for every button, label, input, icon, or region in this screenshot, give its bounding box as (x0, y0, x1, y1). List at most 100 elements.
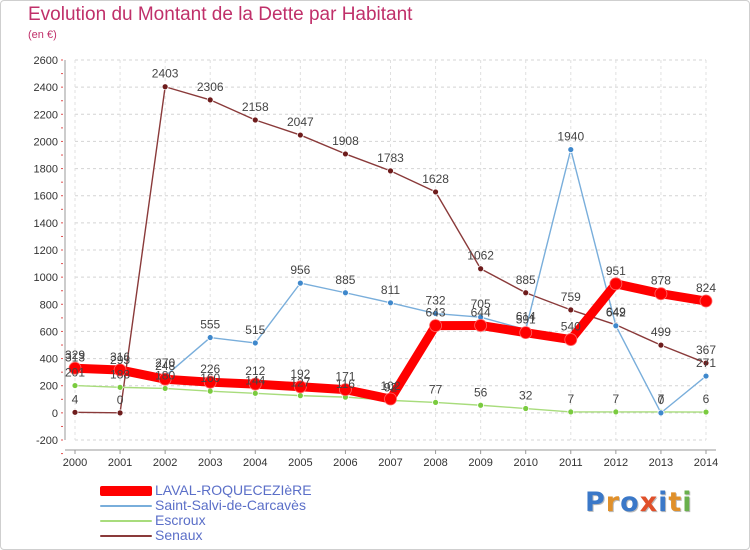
data-label: 885 (335, 273, 355, 287)
data-point (474, 319, 488, 332)
data-label: 32 (519, 389, 533, 403)
data-point (429, 319, 442, 332)
data-point (116, 409, 124, 417)
data-label: 759 (561, 290, 581, 304)
y-tick-label: 2200 (34, 109, 58, 121)
data-label: 1062 (467, 249, 494, 263)
data-label: 248 (155, 359, 175, 373)
data-point (657, 409, 665, 417)
data-label: 92 (384, 380, 398, 394)
data-point (203, 375, 217, 389)
data-point (251, 389, 259, 397)
data-label: 705 (471, 297, 491, 311)
x-tick-label: 2004 (243, 457, 267, 469)
data-label: 2047 (287, 115, 314, 129)
y-tick-label: 0 (52, 408, 58, 420)
data-label: 271 (696, 356, 716, 370)
logo-letter: i (682, 487, 693, 518)
data-label: 7 (613, 392, 620, 406)
data-point (567, 408, 575, 416)
data-label: 329 (65, 348, 85, 362)
legend-label: Senaux (155, 527, 203, 543)
data-label: 1783 (377, 151, 404, 165)
data-label: 540 (561, 320, 581, 334)
x-tick-label: 2012 (604, 457, 628, 469)
data-point (296, 279, 304, 287)
data-point (293, 380, 307, 394)
data-point (161, 83, 169, 91)
data-point (699, 294, 713, 308)
data-point (113, 363, 127, 377)
data-point (432, 399, 439, 406)
data-point (248, 377, 262, 391)
y-tick-label: 2600 (34, 55, 58, 67)
data-label: 4 (72, 392, 79, 406)
data-point (251, 116, 259, 124)
data-point (387, 167, 394, 175)
unit-label: (en €) (28, 29, 57, 41)
data-label: 188 (110, 367, 130, 381)
data-label: 515 (245, 323, 265, 337)
data-label: 102 (380, 379, 400, 393)
y-tick-label: 600 (40, 326, 58, 338)
x-tick-label: 2003 (198, 457, 222, 469)
data-point (251, 339, 259, 347)
x-tick-label: 2001 (108, 457, 132, 469)
data-point (432, 188, 439, 196)
data-label: 180 (155, 368, 175, 382)
data-point (206, 96, 214, 104)
data-label: 811 (381, 283, 400, 297)
data-label: 951 (606, 264, 626, 278)
x-tick-label: 2006 (333, 457, 357, 469)
data-point (161, 385, 169, 392)
logo-letter: i (658, 487, 669, 518)
chart-title: Evolution du Montant de la Dette par Hab… (28, 4, 413, 25)
data-label: 2158 (242, 100, 269, 114)
data-point (384, 392, 397, 406)
logo-letter: x (639, 487, 659, 518)
data-label: 7 (658, 392, 665, 406)
data-label: 160 (200, 371, 220, 385)
legend-swatch (100, 519, 152, 523)
data-label: 499 (651, 325, 671, 339)
data-label: 642 (606, 306, 626, 320)
data-label: 0 (658, 393, 665, 407)
x-tick-label: 2013 (649, 457, 673, 469)
data-point (432, 310, 439, 317)
data-point (567, 146, 575, 153)
y-tick-label: 1200 (34, 245, 58, 257)
data-point (612, 408, 620, 416)
data-point (702, 359, 710, 367)
logo-letter: o (620, 487, 640, 518)
x-tick-label: 2002 (153, 457, 177, 469)
series-lines (68, 83, 713, 417)
data-point (158, 372, 172, 386)
data-label: 885 (516, 273, 536, 287)
legend-swatch (100, 534, 152, 538)
data-label: 956 (290, 263, 310, 277)
data-label: 2403 (152, 67, 179, 81)
data-point (519, 326, 533, 340)
data-point (567, 306, 575, 314)
y-tick-label: 800 (40, 299, 58, 311)
x-tick-label: 2010 (513, 457, 537, 469)
data-label: 313 (65, 350, 85, 364)
data-label: 1628 (422, 172, 449, 186)
data-point (564, 333, 578, 346)
data-label: 144 (245, 373, 265, 387)
data-point (522, 289, 530, 297)
data-label: 77 (429, 382, 443, 396)
data-point (609, 277, 623, 291)
data-point (206, 334, 214, 341)
data-point (71, 408, 79, 416)
data-label: 649 (606, 305, 626, 319)
data-label: 824 (696, 281, 716, 295)
data-label: 212 (245, 364, 265, 378)
data-label: 0 (117, 393, 124, 407)
data-point (342, 289, 349, 297)
legend-swatch (100, 504, 152, 508)
data-label: 171 (335, 370, 355, 384)
data-point (654, 287, 668, 301)
